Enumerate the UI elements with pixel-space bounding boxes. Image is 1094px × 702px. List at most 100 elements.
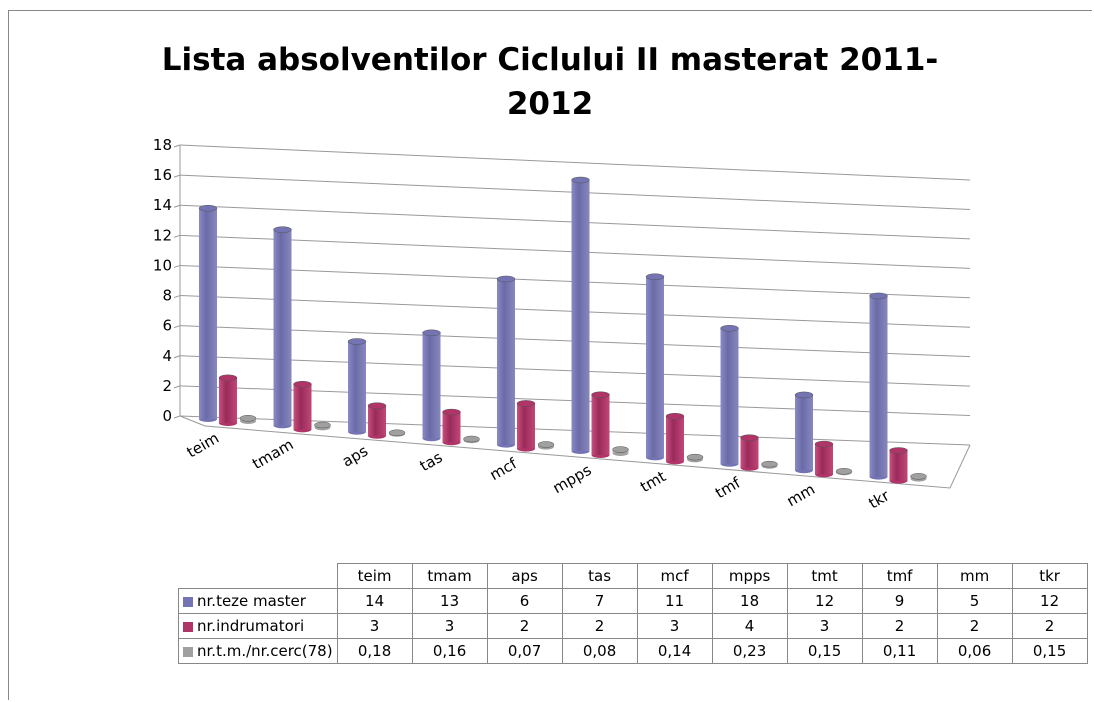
bar [591,394,610,455]
y-tick-label: 18 [153,136,172,154]
bar-top [442,408,461,416]
table-value: 9 [861,588,938,614]
bar [273,229,292,426]
bar [889,450,908,481]
table-value: 3 [336,613,413,639]
x-tick-label: tmam [249,435,296,473]
table-category: aps [486,563,563,589]
bar [442,412,461,443]
bar-top [218,374,238,382]
bar-top [537,441,555,448]
table-value: 5 [936,588,1013,614]
y-tick-label: 14 [153,196,172,214]
table-category: mm [936,563,1013,589]
table-value: 3 [786,613,863,639]
bar-top [869,292,888,300]
bar-top [388,429,406,436]
table-category: mpps [711,563,788,589]
bar [497,278,515,445]
table-category: tas [561,563,638,589]
table-row: nr.indrumatori 3 3 2 2 3 4 3 2 2 2 [178,613,1088,639]
tick-mark [173,355,181,359]
bar-top [720,325,739,332]
bar-top [645,273,665,280]
tick-mark [173,234,181,238]
legend-swatch [183,646,193,657]
x-tick-label: mcf [487,454,521,484]
table-row: nr.teze master 14 13 6 7 11 18 12 9 5 12 [178,588,1088,614]
tick-mark [173,204,181,208]
table-row-header: nr.t.m./nr.cerc(78) [178,638,338,664]
x-tick-label: tmf [712,473,744,502]
table-value: 11 [636,588,713,614]
bar-top [516,400,536,407]
bar-top [794,391,814,399]
bar-top [422,329,441,337]
table-value: 13 [411,588,488,614]
x-tick-label: tkr [866,486,894,512]
x-tick-label: tmt [637,467,669,496]
table-value: 0,15 [786,638,863,664]
tick-mark [173,295,181,299]
bar [348,341,366,432]
y-tick-label: 10 [153,256,172,274]
table-value: 0,16 [411,638,488,664]
bar-top [367,402,387,409]
table-value: 0,08 [561,638,638,664]
table-value: 18 [711,588,788,614]
bar-top [314,421,331,429]
bar-top [761,460,778,468]
bar-top [591,391,610,399]
bar-top [239,415,257,422]
x-tick-label: tas [417,448,446,475]
table-value: 2 [861,613,938,639]
bar [368,405,386,436]
bar-top [889,447,908,454]
table-value: 3 [411,613,488,639]
tick-mark [173,325,181,329]
table-value: 2 [1011,613,1088,639]
table-corner [179,564,338,589]
bar [219,377,237,423]
chart-title: Lista absolventilor Ciclului II masterat… [161,42,939,122]
bar [293,384,312,430]
bar-top [463,435,480,443]
bar-top [273,226,292,233]
table-value: 0,15 [1011,638,1088,664]
y-tick-label: 4 [162,347,172,365]
table-value: 14 [336,588,413,614]
legend-label: nr.t.m./nr.cerc(78) [197,642,333,660]
table-category: tmam [411,563,488,589]
bar [815,444,833,475]
bar [199,208,217,419]
bar [869,295,888,477]
table-value: 2 [486,613,563,639]
table-category: teim [336,563,413,589]
table-value: 0,14 [636,638,713,664]
bar [646,276,664,458]
bar [740,437,759,468]
floor [179,415,971,489]
chart-border [8,10,1092,700]
data-table: teim tmam aps tas mcf mpps tmt tmf mm tkr nr.teze … [178,563,1088,664]
bar-top [665,412,685,420]
y-tick-label: 16 [153,166,172,184]
grid-line [179,144,971,181]
y-tick-label: 0 [162,407,172,425]
bar-top [496,275,516,283]
x-tick-label: mm [784,480,818,510]
table-value: 7 [561,588,638,614]
x-tick-label: aps [339,442,371,471]
table-value: 0,07 [486,638,563,664]
table-row: nr.t.m./nr.cerc(78) 0,18 0,16 0,07 0,08 0,14 0… [178,638,1088,664]
bar-top [686,453,704,461]
table-value: 2 [561,613,638,639]
bar-top [293,380,312,388]
table-header-row: teim tmam aps tas mcf mpps tmt tmf mm tkr [179,563,1088,589]
y-tick-label: 2 [162,377,172,395]
legend-label: nr.indrumatori [197,617,305,635]
bar [422,332,441,439]
table-value: 12 [1011,588,1088,614]
bar-top [814,440,834,448]
